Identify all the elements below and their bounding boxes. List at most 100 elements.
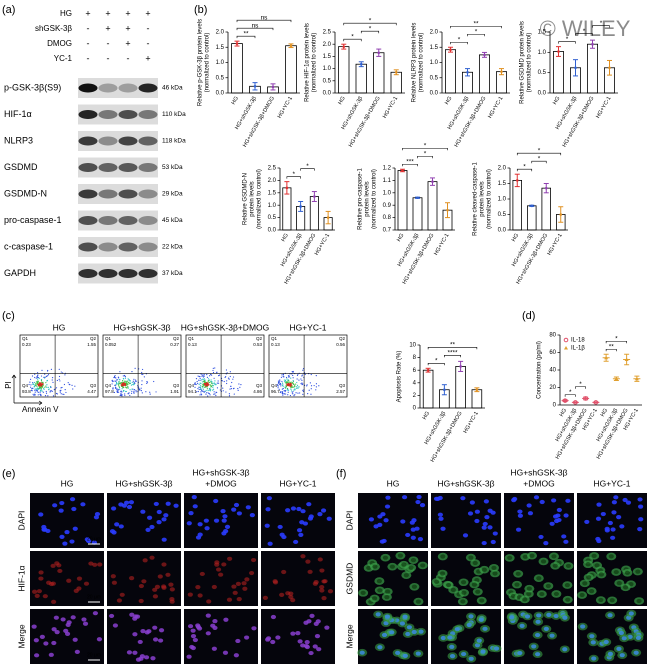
nucleus <box>293 539 299 545</box>
marker <box>614 376 619 381</box>
event-dot <box>63 383 66 386</box>
event-dot <box>153 380 155 383</box>
nucleus <box>405 631 411 637</box>
nucleus <box>591 656 597 661</box>
event-dot <box>287 394 289 396</box>
nucleus <box>224 524 231 529</box>
blot-band <box>78 189 98 199</box>
event-dot <box>49 390 51 392</box>
nucleus <box>288 594 294 600</box>
nucleus <box>610 527 616 532</box>
nucleus <box>241 581 247 586</box>
nucleus <box>262 595 269 600</box>
event-dot <box>297 392 299 394</box>
nucleus <box>212 625 218 630</box>
nucleus <box>613 495 619 500</box>
nucleus <box>595 536 601 542</box>
significance-bracket <box>516 152 562 156</box>
event-dot <box>131 388 133 390</box>
bar <box>397 170 408 231</box>
significance-label: * <box>579 381 582 388</box>
nucleus <box>491 565 497 570</box>
event-dot <box>280 391 282 393</box>
blot-band <box>138 110 158 119</box>
y-axis-label: Relative GSDMD protein levels <box>520 21 526 104</box>
nucleus <box>81 617 87 622</box>
event-dot <box>293 395 295 397</box>
event-dot <box>216 382 218 384</box>
bar-point <box>313 195 316 198</box>
event-dot <box>124 380 126 382</box>
panel-label: (b) <box>194 4 207 16</box>
event-dot <box>208 389 210 392</box>
event-dot <box>62 393 64 395</box>
y-axis-label: (normalized to control) <box>527 33 533 93</box>
event-dot <box>120 385 123 387</box>
event-dot <box>197 375 199 377</box>
event-dot <box>206 381 208 384</box>
nucleus <box>383 518 389 523</box>
nucleus <box>405 532 411 538</box>
y-tick-label: 0.0 <box>498 228 507 234</box>
nucleus <box>600 511 606 517</box>
blot-strip <box>78 157 158 178</box>
bar-point <box>359 62 363 66</box>
blot-band <box>118 269 138 278</box>
y-tick-label: 6 <box>413 368 417 374</box>
nucleus <box>460 496 466 501</box>
event-dot <box>115 381 118 384</box>
nucleus <box>60 617 66 622</box>
event-dot <box>199 379 201 381</box>
nucleus <box>69 539 75 544</box>
y-tick-label: 1.5 <box>268 190 277 196</box>
nucleus <box>192 504 198 509</box>
nucleus <box>637 497 643 502</box>
nucleus <box>522 597 528 602</box>
event-dot <box>39 388 41 390</box>
quadrant-value: 0.13 <box>188 342 197 347</box>
nucleus <box>235 638 241 644</box>
event-dot <box>114 384 116 386</box>
nucleus <box>157 638 164 643</box>
event-dot <box>198 379 200 381</box>
blot-band <box>78 242 98 252</box>
event-dot <box>282 383 284 385</box>
event-dot <box>41 369 43 371</box>
nucleus <box>515 527 522 532</box>
nucleus <box>163 513 169 518</box>
nucleus <box>218 572 224 577</box>
nucleus <box>231 584 237 589</box>
event-dot <box>300 378 302 380</box>
nucleus <box>243 635 250 640</box>
event-dot <box>60 371 62 373</box>
nucleus <box>275 635 281 640</box>
nucleus <box>51 599 57 604</box>
y-axis-label: Apoptosis Rate (%) <box>397 351 403 403</box>
nucleus <box>76 576 83 581</box>
event-dot <box>149 391 151 393</box>
event-dot <box>290 390 293 392</box>
marker <box>573 400 578 405</box>
event-dot <box>223 380 225 383</box>
nucleus <box>543 541 549 546</box>
nucleus <box>584 519 590 525</box>
nucleus <box>303 620 309 625</box>
nucleus <box>42 594 48 599</box>
nucleus <box>39 634 45 639</box>
event-dot <box>283 389 285 392</box>
nucleus <box>460 599 466 604</box>
event-dot <box>227 377 230 379</box>
event-dot <box>127 378 129 380</box>
event-dot <box>60 387 62 389</box>
event-dot <box>282 376 284 378</box>
y-tick-label: 1.5 <box>430 45 439 51</box>
bar-point <box>483 53 486 57</box>
nucleus <box>313 621 319 626</box>
event-dot <box>238 383 240 385</box>
quadrant-value: 4.47 <box>87 389 96 394</box>
nucleus <box>472 560 478 566</box>
nucleus <box>536 613 542 618</box>
nucleus <box>215 567 222 572</box>
y-axis-label: Relative HIF-1α protein levels <box>305 23 311 102</box>
bar <box>587 43 599 94</box>
